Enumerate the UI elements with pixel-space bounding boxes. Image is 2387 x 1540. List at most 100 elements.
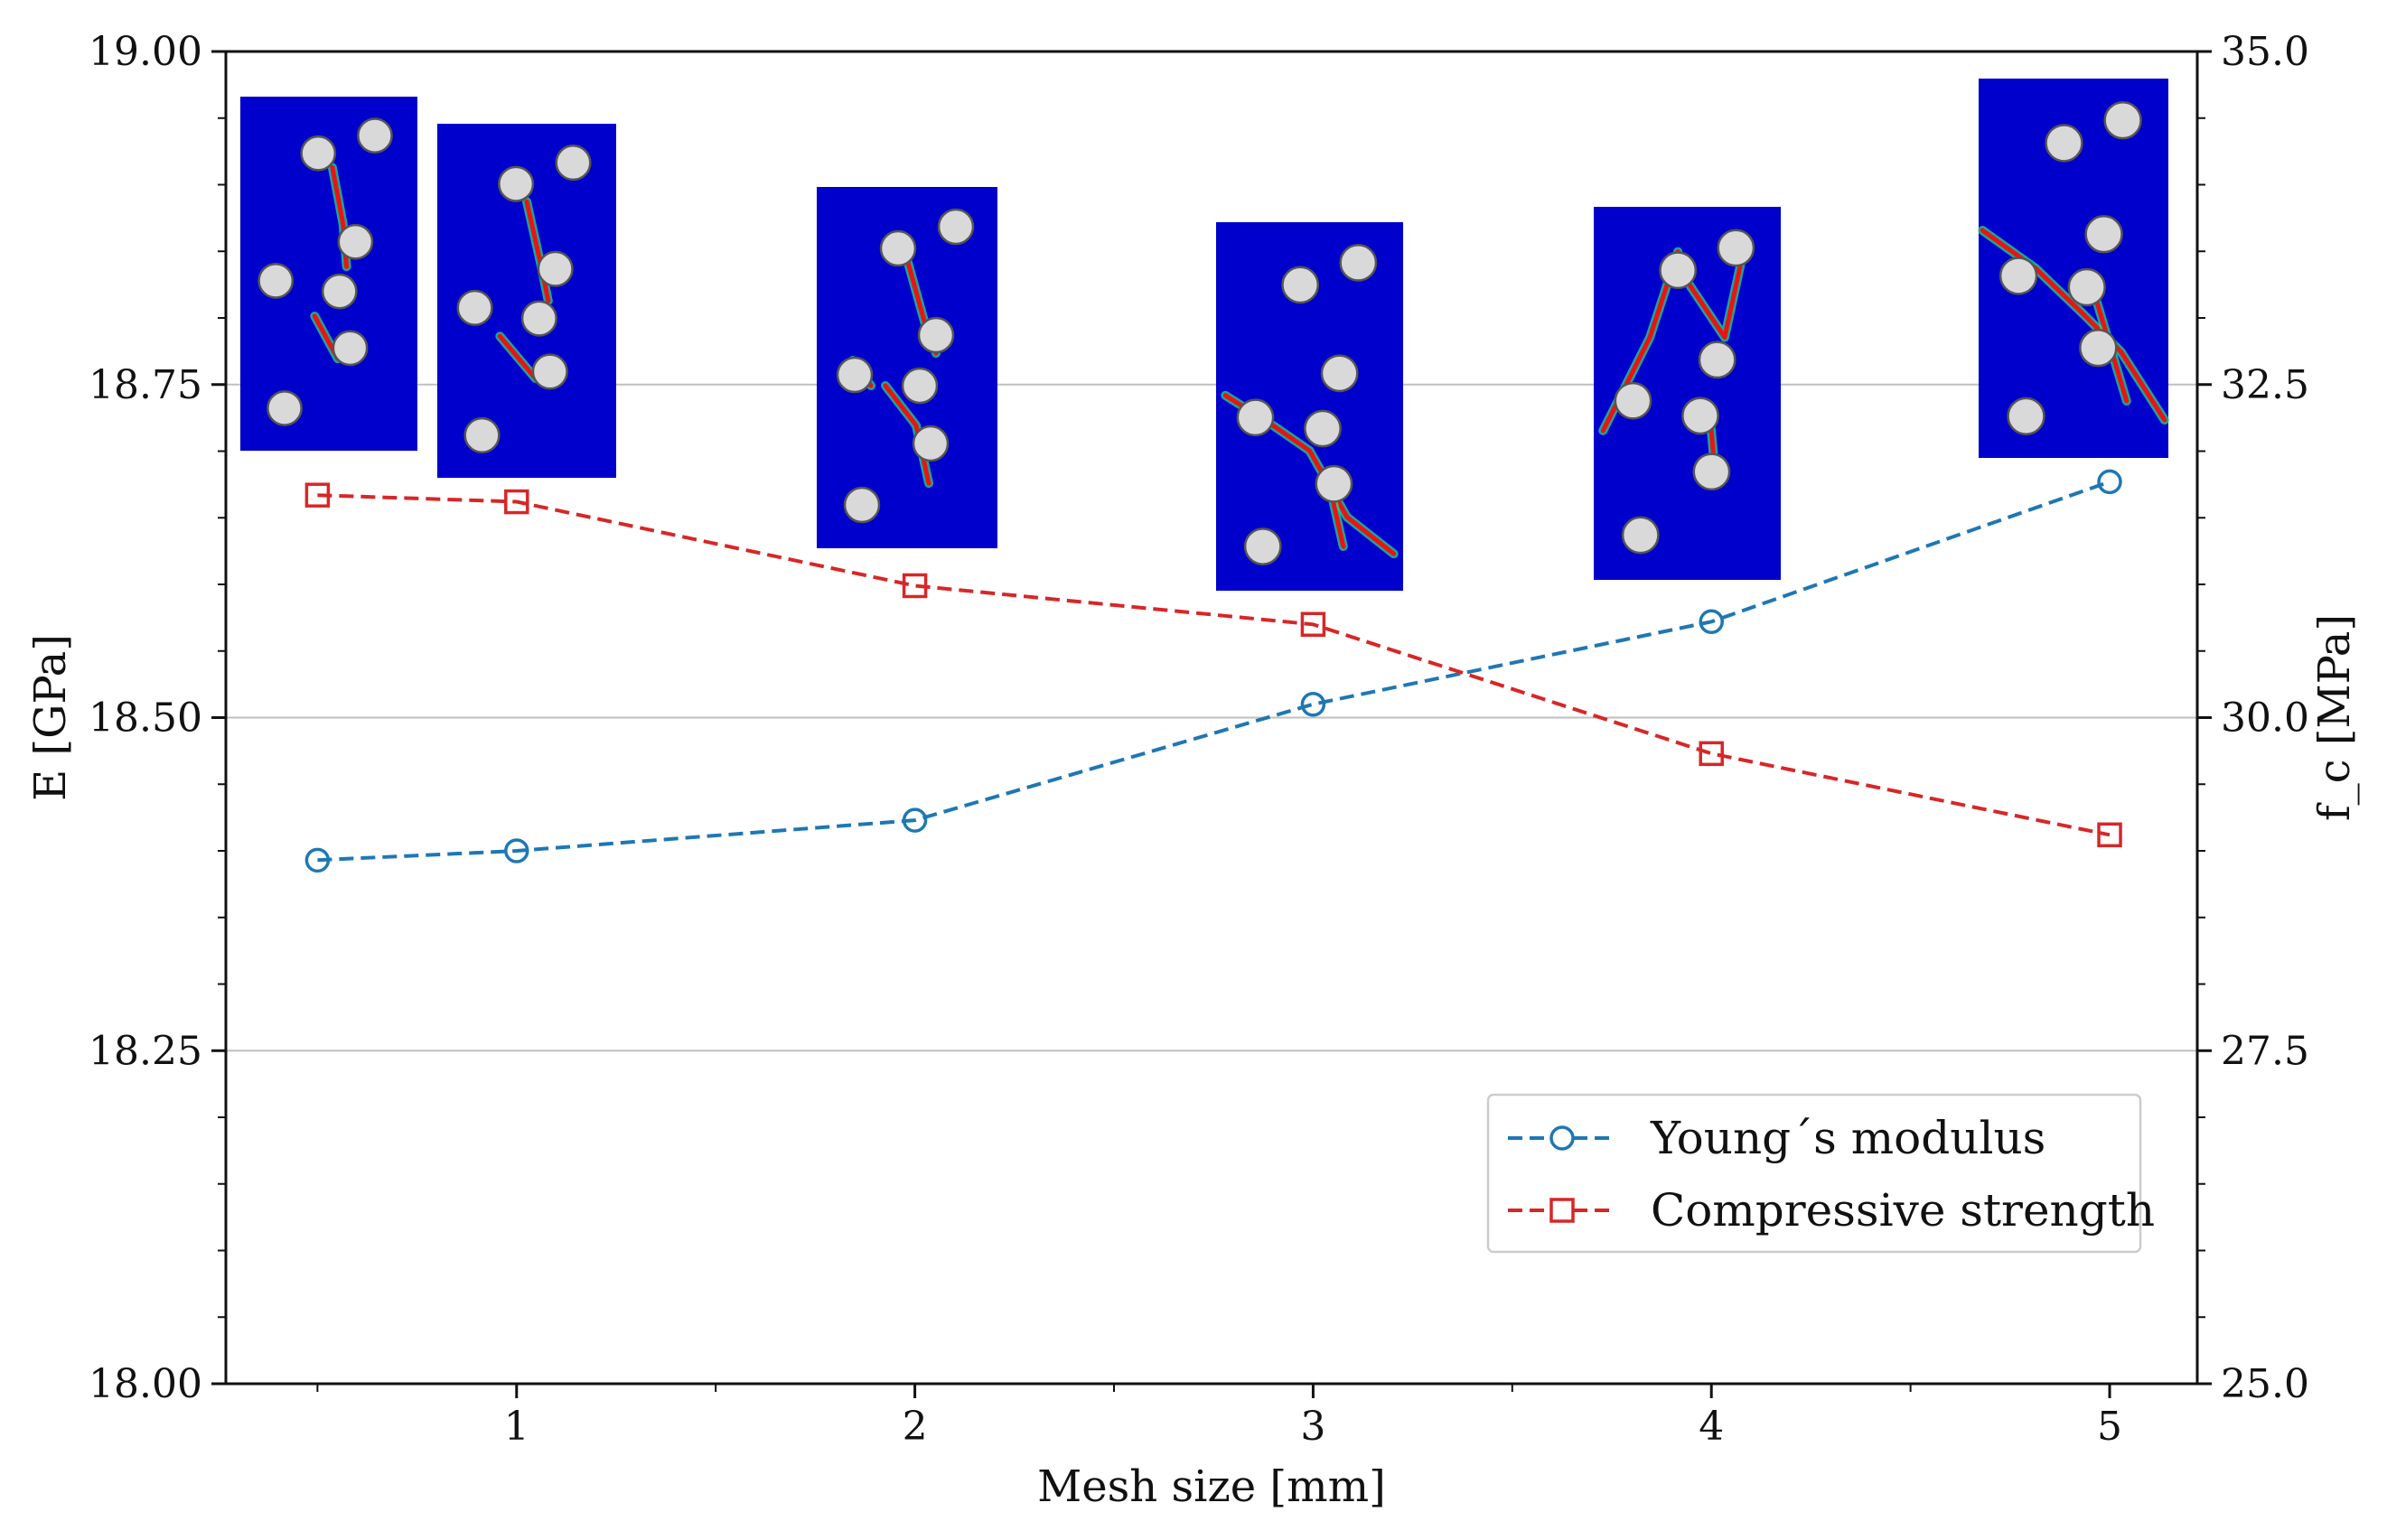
aggregate: [843, 486, 881, 524]
data-point: [2097, 822, 2122, 848]
aggregate: [1659, 251, 1698, 290]
aggregate: [1304, 409, 1342, 448]
aggregate: [2045, 124, 2083, 163]
crack: [883, 383, 931, 486]
aggregate: [1315, 464, 1353, 503]
y-right-tick-label: 25.0: [2221, 1361, 2309, 1407]
aggregate: [879, 229, 917, 267]
aggregate: [257, 262, 295, 299]
aggregate: [555, 145, 592, 182]
aggregate: [1681, 397, 1719, 435]
aggregate: [1717, 229, 1755, 267]
x-axis-label: Mesh size [mm]: [1037, 1461, 1386, 1512]
series-line: [317, 480, 2111, 863]
series-layer: [304, 469, 2122, 873]
y-right-axis-label: f_c [MPa]: [2309, 614, 2360, 821]
aggregate: [1236, 398, 1275, 437]
aggregate: [2067, 267, 2106, 307]
legend-item: Compressive strength: [1508, 1184, 2155, 1237]
crack: [1980, 228, 2167, 423]
legend-label: Young´s modulus: [1650, 1112, 2045, 1164]
crack: [497, 333, 538, 381]
x-tick-label: 3: [1300, 1404, 1325, 1450]
data-point: [1300, 692, 1326, 717]
legend-box: [1486, 1093, 2142, 1254]
series-compressive-strength: [304, 482, 2122, 848]
aggregate: [463, 416, 501, 454]
aggregate: [498, 165, 535, 202]
data-point: [1699, 609, 1724, 635]
aggregate: [901, 367, 939, 405]
x-tick-label: 2: [903, 1404, 928, 1450]
y-left-axis-label: E [GPa]: [25, 634, 76, 801]
axes-layer: 1 2 3 4 5 18.00 18.25 18.50 18.75 19.00 25.0 27.5 30…: [25, 29, 2360, 1512]
aggregate: [2007, 397, 2045, 435]
fracture-pattern-0.5mm: [240, 97, 417, 451]
data-point: [304, 482, 331, 508]
crack: [1685, 249, 1746, 340]
aggregate: [2079, 329, 2118, 368]
series-youngs-modulus: [304, 469, 2122, 873]
aggregate: [337, 223, 374, 260]
aggregate: [917, 316, 955, 354]
aggregate: [2103, 101, 2142, 140]
aggregate: [1621, 516, 1660, 555]
aggregate: [321, 273, 358, 310]
data-point: [1699, 741, 1724, 767]
y-left-tick-label: 18.00: [89, 1361, 202, 1407]
data-point: [902, 573, 928, 599]
fracture-pattern-2mm: [817, 187, 997, 548]
data-point: [504, 489, 529, 515]
y-left-tick-label: 18.25: [89, 1028, 202, 1074]
aggregate: [1999, 257, 2038, 295]
x-tick-label: 1: [504, 1404, 529, 1450]
aggregate: [1339, 243, 1378, 282]
aggregate: [937, 208, 975, 246]
aggregate: [531, 353, 568, 390]
y-right-tick-label: 35.0: [2221, 29, 2309, 75]
aggregate: [836, 356, 874, 394]
aggregate: [1243, 527, 1282, 565]
data-point: [304, 847, 331, 873]
y-left-tick-label: 18.50: [89, 695, 202, 742]
aggregate: [1320, 354, 1359, 393]
legend-marker: [1549, 1125, 1575, 1151]
aggregate: [520, 300, 557, 337]
aggregate: [1698, 341, 1736, 379]
fracture-pattern-3mm: [1216, 222, 1403, 591]
aggregate: [300, 135, 337, 172]
aggregate: [357, 117, 393, 154]
fracture-pattern-1mm: [437, 124, 616, 478]
aggregate: [1692, 453, 1731, 491]
aggregate: [912, 425, 950, 462]
legend-layer: Young´s modulus Compressive strength: [1486, 1093, 2155, 1254]
aggregate: [2084, 215, 2123, 254]
x-tick-label: 5: [2097, 1404, 2122, 1450]
aggregate: [537, 250, 574, 287]
aggregate: [267, 390, 303, 426]
grid-layer: [226, 383, 2197, 1052]
aggregate: [1281, 266, 1320, 304]
fracture-pattern-5mm: [1978, 79, 2169, 458]
aggregate: [332, 330, 369, 367]
y-left-tick-label: 19.00: [89, 29, 202, 75]
legend-marker: [1549, 1198, 1575, 1223]
data-point: [504, 838, 529, 863]
y-left-tick-label: 18.75: [89, 362, 202, 408]
legend-label: Compressive strength: [1651, 1184, 2155, 1237]
series-line: [317, 493, 2111, 837]
y-right-tick-label: 32.5: [2221, 362, 2309, 408]
y-right-tick-label: 30.0: [2221, 695, 2309, 742]
aggregate: [456, 289, 493, 326]
aggregate: [1614, 381, 1652, 420]
data-point: [2097, 469, 2122, 495]
y-right-tick-label: 27.5: [2221, 1028, 2309, 1074]
legend-item: Young´s modulus: [1508, 1112, 2045, 1164]
fracture-pattern-4mm: [1594, 207, 1781, 580]
data-point: [1300, 611, 1326, 637]
data-point: [902, 807, 928, 833]
inset-layer: [240, 79, 2169, 591]
x-tick-label: 4: [1699, 1404, 1724, 1450]
